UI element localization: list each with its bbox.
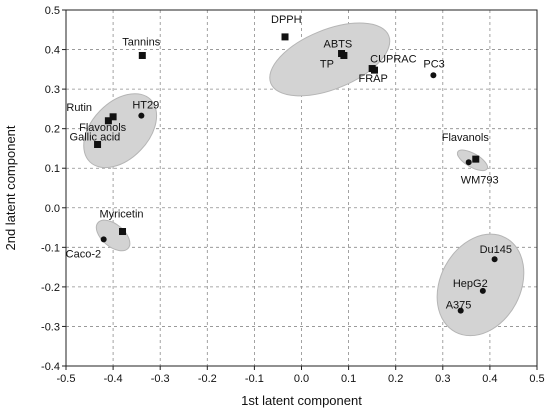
x-tick-label: -0.4 xyxy=(104,373,123,385)
square-marker xyxy=(94,140,102,148)
x-tick-label: 0.3 xyxy=(435,373,450,385)
y-tick-label: 0.2 xyxy=(45,124,60,136)
point-label: Rutin xyxy=(66,102,92,114)
y-tick-label: 0.0 xyxy=(45,203,60,215)
point-label: DPPH xyxy=(271,14,302,26)
y-axis-label: 2nd latent component xyxy=(3,125,18,250)
y-tick-label: -0.4 xyxy=(41,361,60,373)
y-tick-label: -0.3 xyxy=(41,321,60,333)
square-marker xyxy=(281,33,289,41)
y-tick-label: 0.4 xyxy=(45,45,60,57)
circle-marker xyxy=(100,236,107,243)
point-label: PC3 xyxy=(423,58,444,70)
circle-marker xyxy=(430,72,437,79)
cluster-ellipse xyxy=(269,22,391,97)
circle-marker xyxy=(138,112,145,119)
x-tick-label: -0.2 xyxy=(198,373,217,385)
point-label: ABTS xyxy=(324,39,353,51)
square-marker xyxy=(340,51,348,59)
x-tick-label: 0.4 xyxy=(482,373,497,385)
square-marker xyxy=(472,155,480,163)
x-tick-label: 0.0 xyxy=(294,373,309,385)
y-tick-label: 0.1 xyxy=(45,163,60,175)
cluster-ellipse xyxy=(95,219,131,252)
x-tick-label: -0.1 xyxy=(245,373,264,385)
x-tick-label: -0.3 xyxy=(151,373,170,385)
point-label: Gallic acid xyxy=(70,131,121,143)
square-marker xyxy=(109,113,117,121)
circle-marker xyxy=(465,159,472,166)
point-label: Flavonols xyxy=(79,122,127,134)
y-tick-label: -0.1 xyxy=(41,242,60,254)
x-axis-label: 1st latent component xyxy=(241,393,362,408)
point-label: Caco-2 xyxy=(66,248,101,260)
point-label: Flavanols xyxy=(442,132,490,144)
point-label: CUPRAC xyxy=(370,54,417,66)
y-tick-label: -0.2 xyxy=(41,282,60,294)
data-points xyxy=(94,33,498,314)
square-marker xyxy=(371,66,379,74)
x-tick-label: -0.5 xyxy=(57,373,76,385)
x-tick-label: 0.1 xyxy=(341,373,356,385)
cluster-ellipse xyxy=(83,93,158,169)
y-tick-label: 0.5 xyxy=(45,5,60,17)
point-label: HepG2 xyxy=(453,278,488,290)
circle-marker xyxy=(479,287,486,294)
point-label: A375 xyxy=(446,300,472,312)
y-tick-label: 0.3 xyxy=(45,84,60,96)
point-label: TP xyxy=(320,58,334,70)
x-tick-label: 0.5 xyxy=(529,373,544,385)
point-labels: DPPH ABTS CUPRAC FRAP TP Tannins Rutin Flavonol… xyxy=(66,14,512,312)
axis-ticks: -0.5 -0.4 -0.3 -0.2 -0.1 0.0 0.1 0.2 0.3 0.4 0.5-0… xyxy=(41,5,545,385)
cluster-ellipses xyxy=(83,22,525,337)
square-marker xyxy=(119,228,127,236)
point-label: WM793 xyxy=(461,174,499,186)
point-label: HT29 xyxy=(132,100,159,112)
point-label: Du145 xyxy=(480,244,512,256)
circle-marker xyxy=(457,307,464,314)
x-tick-label: 0.2 xyxy=(388,373,403,385)
point-label: Tannins xyxy=(122,36,160,48)
point-label: FRAP xyxy=(359,73,388,85)
square-marker xyxy=(138,51,146,59)
circle-marker xyxy=(491,256,498,263)
point-label: Myricetin xyxy=(100,209,144,221)
square-marker xyxy=(104,117,112,125)
